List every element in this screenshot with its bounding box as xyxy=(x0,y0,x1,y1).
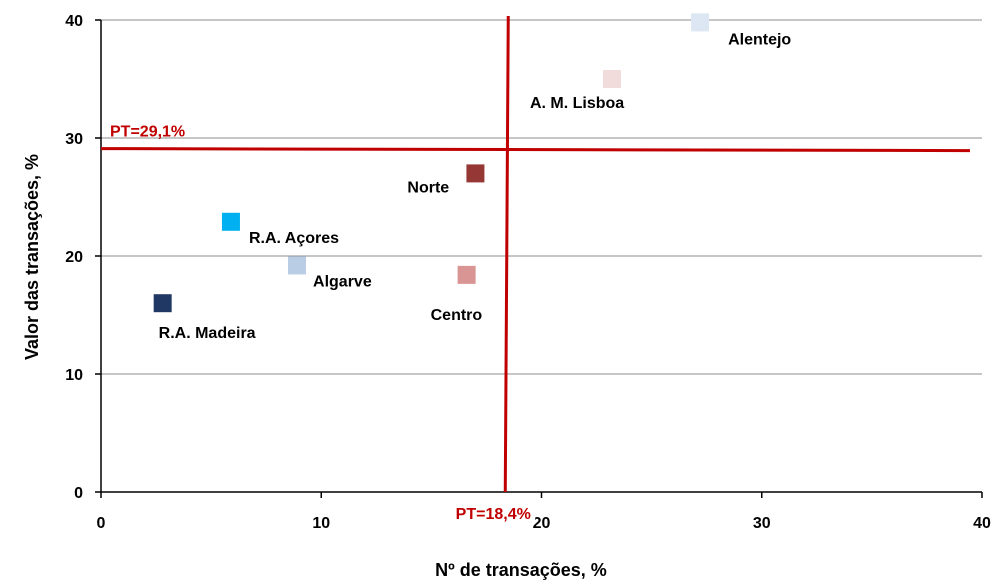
data-point-marker xyxy=(457,265,476,284)
data-point-label: R.A. Madeira xyxy=(159,325,256,342)
reference-label-horizontal: PT=29,1% xyxy=(110,124,185,141)
y-axis-title: Valor das transações, % xyxy=(22,154,42,360)
data-points: Alentejo A. M. Lisboa Norte R.A. Açores Alga… xyxy=(153,13,791,342)
data-point-label: A. M. Lisboa xyxy=(530,95,624,112)
x-tick-label: 0 xyxy=(97,515,106,532)
data-point-label: Alentejo xyxy=(728,31,791,48)
data-point-label: Norte xyxy=(407,179,449,196)
data-point-marker xyxy=(153,294,172,313)
reference-label-vertical: PT=18,4% xyxy=(456,506,531,523)
x-ticks: 0 10 20 30 40 xyxy=(97,492,991,532)
data-point-marker xyxy=(288,256,307,275)
reference-line-horizontal xyxy=(100,147,971,153)
y-tick-label: 30 xyxy=(65,131,83,148)
x-tick-label: 10 xyxy=(312,515,330,532)
data-point-marker xyxy=(602,70,621,88)
data-point-label: Algarve xyxy=(313,273,372,290)
reference-line-vertical xyxy=(503,15,510,493)
data-point-label: R.A. Açores xyxy=(249,230,339,247)
y-tick-label: 20 xyxy=(65,249,83,266)
grid-lines xyxy=(101,19,982,375)
reference-lines: PT=29,1% PT=18,4% xyxy=(100,15,971,524)
y-tick-label: 40 xyxy=(65,13,83,30)
y-ticks: 0 10 20 30 40 xyxy=(65,13,101,502)
x-tick-label: 40 xyxy=(973,515,991,532)
data-point-marker xyxy=(466,164,485,183)
reference-label-vertical-bg xyxy=(451,502,536,524)
data-point-marker xyxy=(691,13,710,32)
x-tick-label: 30 xyxy=(753,515,771,532)
data-point-label: Centro xyxy=(431,307,483,324)
data-point-marker xyxy=(221,212,240,231)
y-tick-label: 0 xyxy=(74,485,83,502)
y-tick-label: 10 xyxy=(65,367,83,384)
x-tick-label: 20 xyxy=(533,515,551,532)
x-axis-title: Nº de transações, % xyxy=(435,560,607,580)
